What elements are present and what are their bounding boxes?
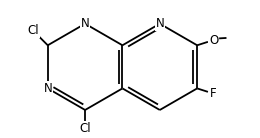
Text: N: N [155, 17, 164, 30]
Text: N: N [81, 17, 89, 30]
Text: N: N [43, 82, 52, 95]
Text: Cl: Cl [27, 24, 39, 37]
Text: Cl: Cl [79, 122, 91, 135]
Text: O: O [209, 34, 218, 47]
Text: F: F [210, 87, 217, 100]
